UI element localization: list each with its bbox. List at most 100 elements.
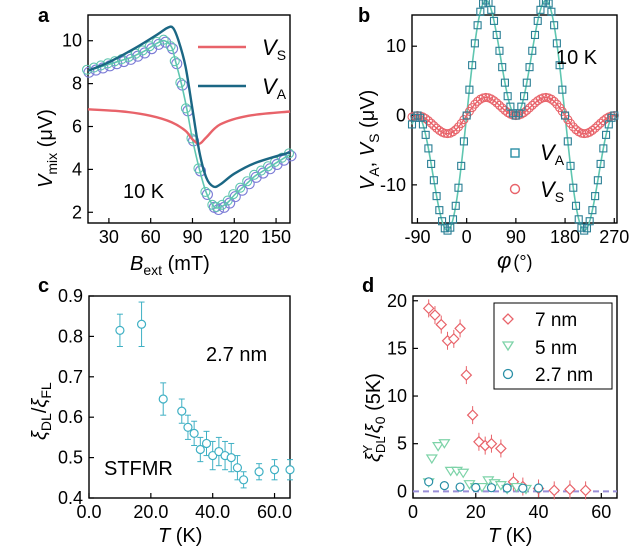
vs-point [492,98,502,108]
va-point [591,192,600,201]
data-point-a [228,189,239,200]
va-point [566,161,575,170]
data-point-a [158,34,169,45]
va-point [550,21,559,30]
va-point [470,39,479,48]
va-point [539,0,548,7]
va-point [440,224,449,233]
fit-line-a [87,39,291,209]
vs-point [533,96,543,106]
y-tick-label: 0.6 [58,407,83,427]
vs-point [524,103,535,113]
y-tick-label: 0.9 [58,286,83,306]
x-tick-label: 120 [219,227,249,247]
va-point [457,161,466,170]
y-axis-label-a: Vmix (μV) [35,109,60,188]
va-point [569,183,578,192]
panel-c-label: c [38,275,49,297]
va-point [558,85,567,94]
vs-point [527,100,537,110]
x-axis-label-d: T (K) [488,525,532,547]
point-7nm [422,302,435,315]
panel-a-label: a [38,5,50,27]
y-tick-label: 5 [397,434,407,454]
point-2-7nm [471,482,481,493]
ratio-point [177,406,187,416]
x-tick-label: 20 [466,502,486,522]
point-2-7nm [518,483,528,493]
va-point [413,111,422,120]
vs-point [601,114,611,124]
va-point [429,176,438,185]
vs-point [596,118,606,128]
data-point-a [235,182,246,193]
vs-point [590,123,600,133]
x-tick-label: 180 [550,227,580,247]
vs-point [481,92,491,103]
x-tick-label: 90 [182,227,202,247]
va-point [446,223,455,232]
y-tick-label: 10 [386,36,406,56]
va-point [421,130,430,139]
panel-d: 0 20 40 60 0 5 10 15 20 7 nm 5 nm 2.7 nm T (K) ξ… [360,291,618,547]
va-point [503,92,512,101]
panel-a-temperature: 10 K [123,181,165,203]
ratio-point [239,475,249,485]
va-point [511,111,520,120]
point-7nm [548,484,561,497]
va-point [525,63,534,72]
point-5nm [425,454,438,465]
va-point [489,16,499,25]
legend-marker-vs [509,183,521,195]
legend-marker-2-7nm [502,368,514,380]
va-point [585,217,594,226]
va-point [555,61,564,70]
legend-marker-5nm [501,341,515,352]
vs-point [503,107,513,118]
y-tick-label: 2 [72,202,82,222]
va-point [533,16,542,25]
va-point [492,30,501,40]
x-tick-label: 40.0 [195,502,230,522]
panel-b: -90 0 90 180 270 -10 0 10 10 K VA VS φ (°) VA, V… [357,0,629,273]
va-point [424,144,433,153]
ratio-point [285,465,295,475]
x-tick-label: 20.0 [133,502,168,522]
va-point [454,183,463,192]
point-5nm [432,441,445,452]
va-point [588,206,597,215]
va-point [448,215,458,224]
point-5nm [457,468,470,479]
x-axis-label-c: T (K) [158,525,202,547]
legend-b-vs: VS [540,177,564,205]
data-point-a [200,186,211,198]
x-tick-label: 0 [462,227,472,247]
va-point [563,137,572,146]
va-point [495,46,504,55]
point-7nm [429,309,441,321]
x-tick-label: 90 [506,227,526,247]
point-7nm [495,442,507,455]
va-point [517,102,526,111]
y-tick-label: 0 [396,106,406,126]
y-tick-label: 10 [387,386,407,406]
panel-c-method: STFMR [104,458,173,480]
vs-point [434,125,444,135]
ratio-point [226,453,236,463]
point-7nm [460,369,473,381]
vs-point [593,121,603,131]
va-point [481,0,490,5]
legend-marker-va [510,148,520,158]
vs-point [429,121,439,131]
data-point-a [242,176,253,187]
x-tick-label: -90 [404,227,430,247]
va-point [593,176,602,185]
vs-point [519,107,529,118]
y-tick-label: 4 [72,159,82,179]
y-axis-label-c: ξDL/ξFL [29,382,54,440]
va-point [462,111,471,120]
va-point [473,21,482,30]
ratio-point [136,319,147,329]
point-5nm [438,439,451,449]
